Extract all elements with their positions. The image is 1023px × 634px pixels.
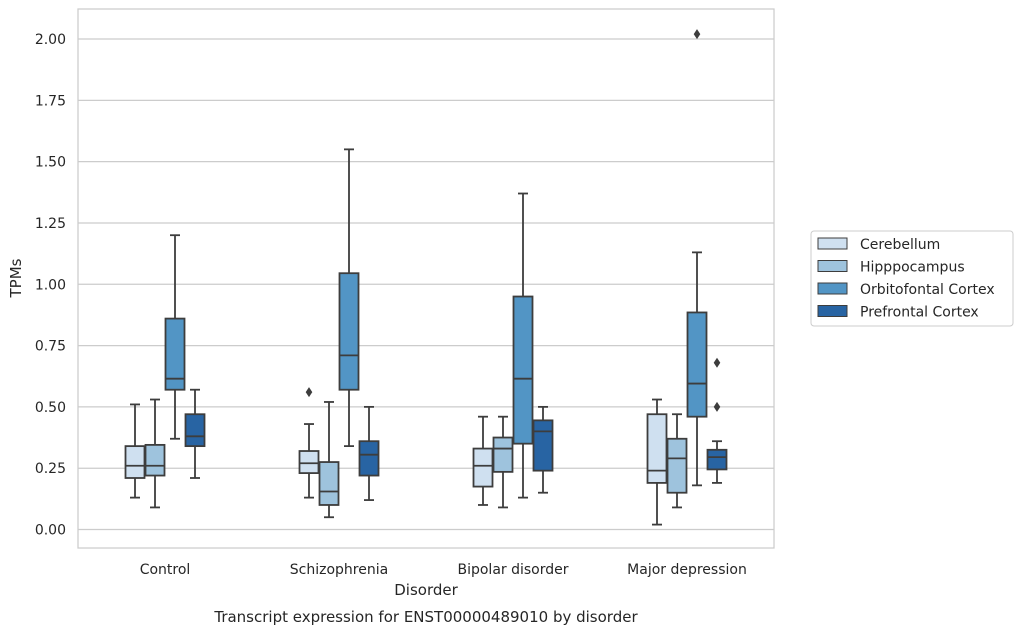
legend-swatch-orbitofontal-cortex xyxy=(817,282,848,295)
box-body xyxy=(686,311,708,418)
box-orbitofontal-cortex-schizophrenia xyxy=(338,148,360,448)
outlier-point xyxy=(305,387,313,398)
box-orbitofontal-cortex-bipolar-disorder xyxy=(512,192,534,499)
series-hipppocampus xyxy=(144,398,688,519)
legend-frame xyxy=(810,230,1014,327)
box-cerebellum-major-depression xyxy=(646,398,668,526)
x-tick-label: Major depression xyxy=(627,562,747,578)
box-hipppocampus-control xyxy=(144,398,166,509)
outlier-point xyxy=(713,357,721,368)
y-tick-label: 2.00 xyxy=(35,32,66,48)
legend-items: Cerebellum Hipppocampus Orbitofontal Corte… xyxy=(817,237,995,321)
box-body xyxy=(512,295,534,445)
box-body xyxy=(706,448,728,471)
box-body xyxy=(472,447,494,488)
box-body xyxy=(492,436,514,473)
x-axis-ticks: Control Schizophrenia Bipolar disorder Majo… xyxy=(140,562,747,578)
box-hipppocampus-schizophrenia xyxy=(318,401,340,519)
box-hipppocampus-major-depression xyxy=(666,413,688,509)
box-body xyxy=(358,440,380,477)
box-series xyxy=(124,29,728,526)
legend-label-prefrontal-cortex: Prefrontal Cortex xyxy=(860,305,979,321)
box-body xyxy=(666,437,688,494)
series-prefrontal-cortex xyxy=(184,357,728,501)
y-tick-label: 1.75 xyxy=(35,93,66,109)
box-prefrontal-cortex-control xyxy=(184,388,206,479)
box-body xyxy=(338,272,360,391)
legend-swatch-prefrontal-cortex xyxy=(817,305,848,317)
box-body xyxy=(532,419,554,472)
box-hipppocampus-bipolar-disorder xyxy=(492,415,514,509)
y-axis-label: TPMs xyxy=(7,258,25,298)
legend-swatch-cerebellum xyxy=(817,237,848,250)
box-cerebellum-control xyxy=(124,403,146,499)
series-cerebellum xyxy=(124,387,668,526)
chart-caption: Transcript expression for ENST0000048901… xyxy=(213,608,638,626)
box-body xyxy=(124,445,146,479)
box-cerebellum-schizophrenia xyxy=(298,387,320,499)
plot-frame xyxy=(77,8,775,549)
box-body xyxy=(646,413,668,484)
box-prefrontal-cortex-schizophrenia xyxy=(358,405,380,501)
box-orbitofontal-cortex-control xyxy=(164,234,186,440)
x-axis-label: Disorder xyxy=(394,581,458,599)
box-body xyxy=(164,317,186,391)
outlier-point xyxy=(713,401,721,412)
box-orbitofontal-cortex-major-depression xyxy=(686,29,708,487)
y-tick-label: 1.50 xyxy=(35,155,66,171)
legend-label-orbitofontal-cortex: Orbitofontal Cortex xyxy=(860,282,995,298)
y-tick-label: 1.00 xyxy=(35,277,66,293)
box-body xyxy=(144,443,166,477)
y-tick-label: 0.00 xyxy=(35,523,66,539)
legend-label-hipppocampus: Hipppocampus xyxy=(860,260,965,276)
x-tick-label: Bipolar disorder xyxy=(457,562,568,578)
box-body xyxy=(318,461,340,506)
series-orbitofontal-cortex xyxy=(164,29,708,499)
legend-label-cerebellum: Cerebellum xyxy=(860,237,940,253)
box-body xyxy=(298,450,320,474)
y-tick-label: 0.50 xyxy=(35,400,66,416)
box-prefrontal-cortex-major-depression xyxy=(706,357,728,484)
legend: Cerebellum Hipppocampus Orbitofontal Corte… xyxy=(810,230,1014,327)
box-prefrontal-cortex-bipolar-disorder xyxy=(532,405,554,494)
x-tick-label: Control xyxy=(140,562,191,578)
box-body xyxy=(184,413,206,448)
y-tick-label: 1.25 xyxy=(35,216,66,232)
x-tick-label: Schizophrenia xyxy=(290,562,388,578)
box-cerebellum-bipolar-disorder xyxy=(472,415,494,506)
y-tick-label: 0.75 xyxy=(35,339,66,355)
grid-lines xyxy=(78,38,774,531)
outlier-point xyxy=(693,29,701,40)
y-tick-label: 0.25 xyxy=(35,461,66,477)
y-axis-ticks: 0.00 0.25 0.50 0.75 1.00 1.25 1.50 1.75 2.00 xyxy=(35,32,66,539)
legend-swatch-hipppocampus xyxy=(817,260,848,272)
